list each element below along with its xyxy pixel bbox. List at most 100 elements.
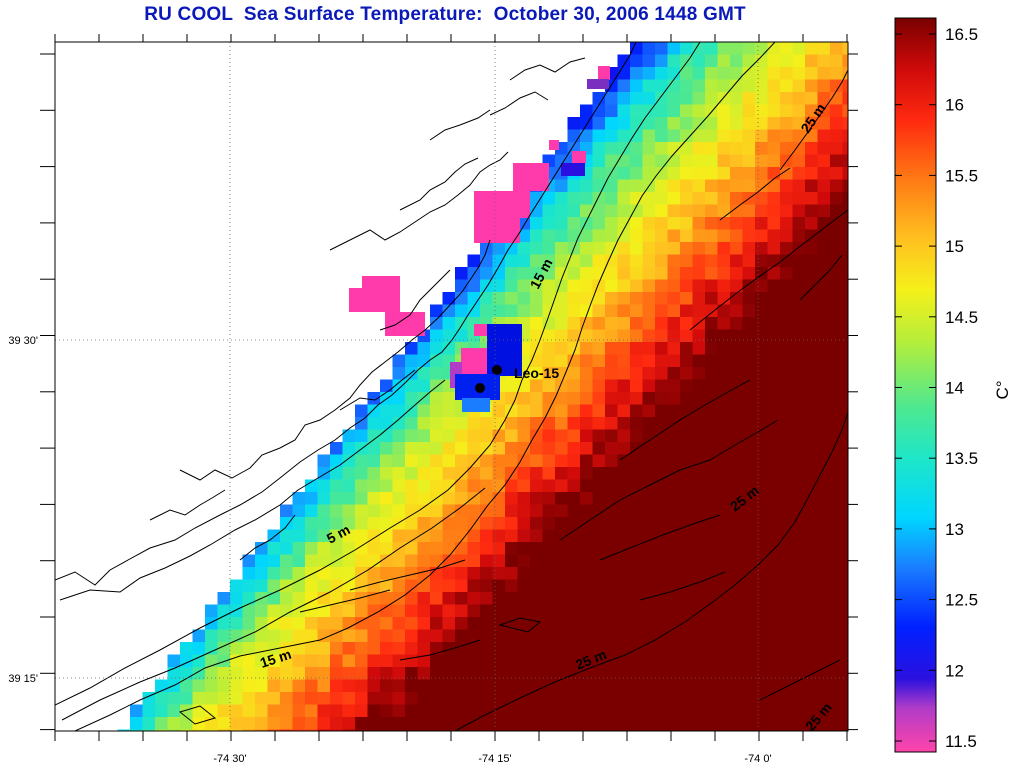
sst-patch bbox=[549, 140, 559, 150]
sst-pixel bbox=[292, 554, 306, 568]
sst-pixel bbox=[755, 379, 769, 393]
sst-pixel bbox=[717, 292, 731, 306]
sst-pixel bbox=[717, 54, 731, 68]
sst-pixel bbox=[467, 279, 481, 293]
sst-pixel bbox=[580, 254, 594, 268]
sst-pixel bbox=[142, 704, 156, 718]
sst-pixel bbox=[442, 704, 456, 718]
sst-pixel bbox=[530, 542, 544, 556]
sst-pixel bbox=[517, 479, 531, 493]
sst-pixel bbox=[255, 717, 269, 731]
station-marker[interactable] bbox=[492, 365, 502, 375]
sst-pixel bbox=[517, 254, 531, 268]
sst-pixel bbox=[692, 67, 706, 81]
sst-pixel bbox=[705, 267, 719, 281]
sst-pixel bbox=[505, 504, 519, 518]
sst-pixel bbox=[380, 579, 394, 593]
sst-pixel bbox=[305, 729, 319, 731]
sst-pixel bbox=[755, 679, 769, 693]
sst-pixel bbox=[742, 667, 756, 681]
sst-pixel bbox=[692, 654, 706, 668]
sst-pixel bbox=[792, 404, 806, 418]
sst-pixel bbox=[617, 629, 631, 643]
sst-pixel bbox=[680, 629, 694, 643]
sst-pixel bbox=[805, 392, 819, 406]
sst-pixel bbox=[617, 67, 631, 81]
sst-pixel bbox=[580, 642, 594, 656]
sst-pixel bbox=[405, 642, 419, 656]
sst-pixel bbox=[805, 567, 819, 581]
sst-pixel bbox=[792, 167, 806, 181]
sst-pixel bbox=[430, 542, 444, 556]
sst-pixel bbox=[842, 129, 848, 143]
sst-pixel bbox=[617, 442, 631, 456]
sst-pixel bbox=[730, 92, 744, 106]
sst-pixel bbox=[505, 379, 519, 393]
sst-pixel bbox=[742, 242, 756, 256]
sst-pixel bbox=[530, 242, 544, 256]
sst-pixel bbox=[192, 654, 206, 668]
sst-pixel bbox=[480, 654, 494, 668]
sst-pixel bbox=[555, 354, 569, 368]
sst-pixel bbox=[680, 117, 694, 131]
sst-pixel bbox=[530, 479, 544, 493]
sst-pixel bbox=[417, 554, 431, 568]
sst-pixel bbox=[617, 729, 631, 731]
sst-pixel bbox=[717, 67, 731, 81]
sst-pixel bbox=[605, 579, 619, 593]
sst-pixel bbox=[730, 204, 744, 218]
sst-pixel bbox=[755, 142, 769, 156]
sst-pixel bbox=[580, 129, 594, 143]
sst-pixel bbox=[417, 654, 431, 668]
sst-pixel bbox=[692, 367, 706, 381]
sst-pixel bbox=[205, 604, 219, 618]
lat-tick-label: 39 15' bbox=[8, 673, 38, 685]
sst-pixel bbox=[517, 717, 531, 731]
sst-pixel bbox=[455, 592, 469, 606]
station-marker[interactable] bbox=[475, 383, 485, 393]
map-plot-area[interactable]: 25 m15 m25 m5 m15 m 25 m25 m Leo-15 bbox=[55, 42, 856, 743]
sst-pixel bbox=[317, 692, 331, 706]
sst-pixel bbox=[292, 717, 306, 731]
sst-pixel bbox=[842, 317, 848, 331]
sst-pixel bbox=[342, 679, 356, 693]
sst-pixel bbox=[455, 292, 469, 306]
sst-pixel bbox=[830, 554, 844, 568]
sst-pixel bbox=[642, 704, 656, 718]
sst-pixel bbox=[442, 304, 456, 318]
sst-pixel bbox=[680, 142, 694, 156]
sst-pixel bbox=[792, 704, 806, 718]
sst-pixel bbox=[617, 467, 631, 481]
sst-pixel bbox=[542, 692, 556, 706]
sst-pixel bbox=[530, 392, 544, 406]
sst-pixel bbox=[217, 642, 231, 656]
sst-pixel bbox=[530, 717, 544, 731]
sst-pixel bbox=[542, 479, 556, 493]
sst-pixel bbox=[530, 604, 544, 618]
sst-pixel bbox=[842, 692, 848, 706]
sst-pixel bbox=[767, 592, 781, 606]
sst-pixel bbox=[542, 292, 556, 306]
sst-pixel bbox=[555, 404, 569, 418]
sst-pixel bbox=[492, 529, 506, 543]
sst-pixel bbox=[567, 204, 581, 218]
sst-pixel bbox=[417, 679, 431, 693]
sst-pixel bbox=[805, 292, 819, 306]
colorbar-tick-label: 13 bbox=[945, 520, 964, 539]
sst-pixel bbox=[842, 217, 848, 231]
sst-pixel bbox=[555, 654, 569, 668]
sst-pixel bbox=[367, 479, 381, 493]
sst-pixel bbox=[717, 92, 731, 106]
sst-pixel bbox=[717, 317, 731, 331]
sst-pixel bbox=[392, 654, 406, 668]
sst-pixel bbox=[730, 229, 744, 243]
sst-pixel bbox=[742, 267, 756, 281]
sst-pixel bbox=[667, 704, 681, 718]
sst-pixel bbox=[755, 392, 769, 406]
sst-pixel bbox=[405, 504, 419, 518]
sst-pixel bbox=[355, 729, 369, 731]
sst-pixel bbox=[705, 667, 719, 681]
sst-pixel bbox=[517, 304, 531, 318]
sst-pixel bbox=[517, 267, 531, 281]
